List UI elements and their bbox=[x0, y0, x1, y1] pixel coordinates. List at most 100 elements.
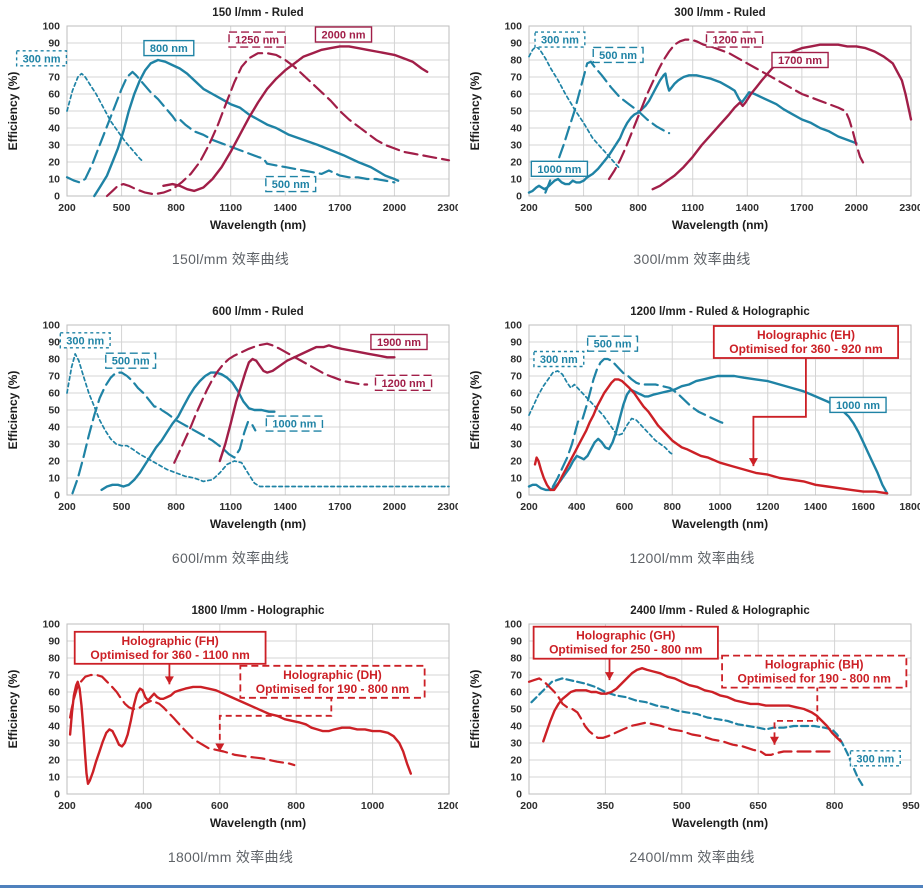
y-tick-label: 90 bbox=[510, 636, 522, 648]
y-tick-label: 70 bbox=[48, 670, 60, 682]
efficiency-charts-grid: 150 l/mm - Ruled010203040506070809010020… bbox=[0, 4, 923, 865]
y-tick-label: 100 bbox=[42, 619, 60, 631]
svg-text:1000 nm: 1000 nm bbox=[537, 164, 581, 176]
y-tick-label: 10 bbox=[48, 473, 60, 485]
y-tick-label: 40 bbox=[48, 123, 60, 135]
y-axis-label: Efficiency (%) bbox=[468, 371, 482, 450]
x-tick-label: 800 bbox=[167, 501, 185, 513]
y-tick-label: 80 bbox=[48, 653, 60, 665]
svg-text:500 nm: 500 nm bbox=[272, 179, 310, 191]
x-tick-label: 1600 bbox=[851, 501, 875, 513]
y-tick-label: 60 bbox=[48, 388, 60, 400]
y-tick-label: 30 bbox=[48, 439, 60, 451]
series-label-1000-nm: 1000 nm bbox=[828, 396, 887, 414]
svg-text:Holographic (FH): Holographic (FH) bbox=[121, 634, 218, 648]
chart-caption-2400lmm: 2400l/mm 效率曲线 bbox=[629, 849, 755, 865]
x-tick-label: 2300 bbox=[899, 202, 920, 214]
series-1200-nm bbox=[173, 342, 369, 464]
series-1200-nm bbox=[607, 38, 865, 181]
series-800-nm bbox=[93, 58, 400, 198]
series-label-500-nm: 500 nm bbox=[265, 175, 317, 193]
x-tick-label: 600 bbox=[615, 501, 633, 513]
chart-title: 150 l/mm - Ruled bbox=[212, 7, 303, 19]
x-tick-label: 1000 bbox=[361, 800, 385, 812]
x-tick-label: 200 bbox=[520, 501, 538, 513]
y-tick-label: 50 bbox=[510, 106, 522, 118]
series-500-nm bbox=[65, 70, 396, 184]
chart-block-600lmm: 600 l/mm - Ruled 0 10 20 30 40 50 60 70 80 90 100 20… bbox=[0, 303, 461, 568]
chart-caption-1800lmm: 1800l/mm 效率曲线 bbox=[167, 849, 294, 865]
svg-text:300 nm: 300 nm bbox=[66, 335, 104, 347]
svg-text:Holographic (DH): Holographic (DH) bbox=[283, 668, 382, 682]
chart-svg-300lmm: 300 l/mm - Ruled 0 10 20 30 40 50 60 70 80 90 100 20… bbox=[468, 7, 923, 232]
x-tick-label: 500 bbox=[574, 202, 592, 214]
svg-text:Optimised for 190 - 800 nm: Optimised for 190 - 800 nm bbox=[737, 672, 890, 686]
y-tick-label: 10 bbox=[48, 174, 60, 186]
bottom-divider-rule bbox=[0, 885, 923, 888]
series-holographic-eh bbox=[533, 378, 888, 495]
y-tick-label: 60 bbox=[48, 89, 60, 101]
y-tick-label: 30 bbox=[510, 738, 522, 750]
x-tick-label: 1400 bbox=[274, 202, 298, 214]
y-tick-label: 90 bbox=[510, 38, 522, 50]
y-tick-label: 40 bbox=[48, 721, 60, 733]
y-axis-label: Efficiency (%) bbox=[468, 72, 482, 151]
chart-block-1200lmm: 1200 l/mm - Ruled & Holographic 0 10 20 30 40… bbox=[461, 303, 923, 568]
series-holographic-dh bbox=[68, 673, 296, 767]
chart-1200lmm: 1200 l/mm - Ruled & Holographic 0 10 20 30 40… bbox=[465, 303, 923, 546]
x-tick-label: 1700 bbox=[328, 202, 352, 214]
y-tick-label: 60 bbox=[510, 89, 522, 101]
svg-text:Optimised for 190 - 800 nm: Optimised for 190 - 800 nm bbox=[256, 682, 409, 696]
y-tick-label: 10 bbox=[510, 174, 522, 186]
svg-text:300 nm: 300 nm bbox=[539, 354, 577, 366]
x-tick-label: 350 bbox=[596, 800, 614, 812]
y-tick-label: 10 bbox=[510, 772, 522, 784]
x-tick-label: 1200 bbox=[756, 501, 780, 513]
y-tick-label: 0 bbox=[54, 490, 60, 502]
chart-svg-1800lmm: 1800 l/mm - Holographic 0 10 20 30 40 50 60 70 80… bbox=[6, 605, 461, 830]
svg-text:300 nm: 300 nm bbox=[23, 53, 61, 65]
y-tick-label: 30 bbox=[48, 140, 60, 152]
x-tick-label: 1400 bbox=[274, 501, 298, 513]
x-tick-label: 200 bbox=[58, 202, 76, 214]
series-label-1200-nm: 1200 nm bbox=[705, 31, 763, 48]
series-2000-nm bbox=[162, 45, 429, 193]
y-tick-label: 60 bbox=[510, 687, 522, 699]
series-label-1200-nm: 1200 nm bbox=[374, 374, 433, 392]
x-tick-label: 200 bbox=[58, 501, 76, 513]
series-label-1000-nm: 1000 nm bbox=[265, 415, 324, 432]
svg-text:Holographic (GH): Holographic (GH) bbox=[576, 629, 675, 643]
y-tick-label: 70 bbox=[48, 72, 60, 84]
series-label-1900-nm: 1900 nm bbox=[370, 333, 428, 351]
y-tick-label: 80 bbox=[510, 55, 522, 67]
y-tick-label: 20 bbox=[510, 157, 522, 169]
svg-text:Optimised for 360 - 1100 nm: Optimised for 360 - 1100 nm bbox=[90, 648, 249, 662]
chart-block-150lmm: 150 l/mm - Ruled010203040506070809010020… bbox=[0, 4, 461, 269]
svg-text:Optimised for 250 - 800 nm: Optimised for 250 - 800 nm bbox=[549, 643, 702, 657]
series-holographic-gh bbox=[541, 666, 842, 743]
y-tick-label: 0 bbox=[54, 789, 60, 801]
series-holographic-fh bbox=[68, 680, 412, 786]
series-label-2000-nm: 2000 nm bbox=[314, 26, 373, 43]
x-tick-label: 200 bbox=[520, 202, 538, 214]
x-tick-label: 2000 bbox=[844, 202, 868, 214]
annotation-holographic-gh: Holographic (GH)Optimised for 250 - 800 … bbox=[532, 625, 719, 681]
x-tick-label: 800 bbox=[287, 800, 305, 812]
series-label-1000-nm: 1000 nm bbox=[530, 160, 588, 178]
series-300-nm bbox=[529, 677, 864, 787]
chart-title: 1200 l/mm - Ruled & Holographic bbox=[630, 306, 810, 318]
x-tick-label: 500 bbox=[673, 800, 691, 812]
x-axis-label: Wavelength (nm) bbox=[210, 816, 306, 830]
series-label-300-nm: 300 nm bbox=[533, 31, 586, 48]
x-axis-label: Wavelength (nm) bbox=[210, 218, 306, 232]
x-tick-label: 800 bbox=[167, 202, 185, 214]
y-tick-label: 70 bbox=[510, 670, 522, 682]
series-1000-nm bbox=[100, 371, 276, 492]
y-tick-label: 30 bbox=[48, 738, 60, 750]
chart-block-300lmm: 300 l/mm - Ruled 0 10 20 30 40 50 60 70 80 90 100 20… bbox=[461, 4, 923, 269]
chart-svg-2400lmm: 2400 l/mm - Ruled & Holographic 0 10 20 30 40… bbox=[468, 605, 920, 830]
x-tick-label: 650 bbox=[749, 800, 767, 812]
series-label-800-nm: 800 nm bbox=[143, 39, 195, 57]
x-tick-label: 500 bbox=[113, 501, 131, 513]
x-tick-label: 800 bbox=[663, 501, 681, 513]
